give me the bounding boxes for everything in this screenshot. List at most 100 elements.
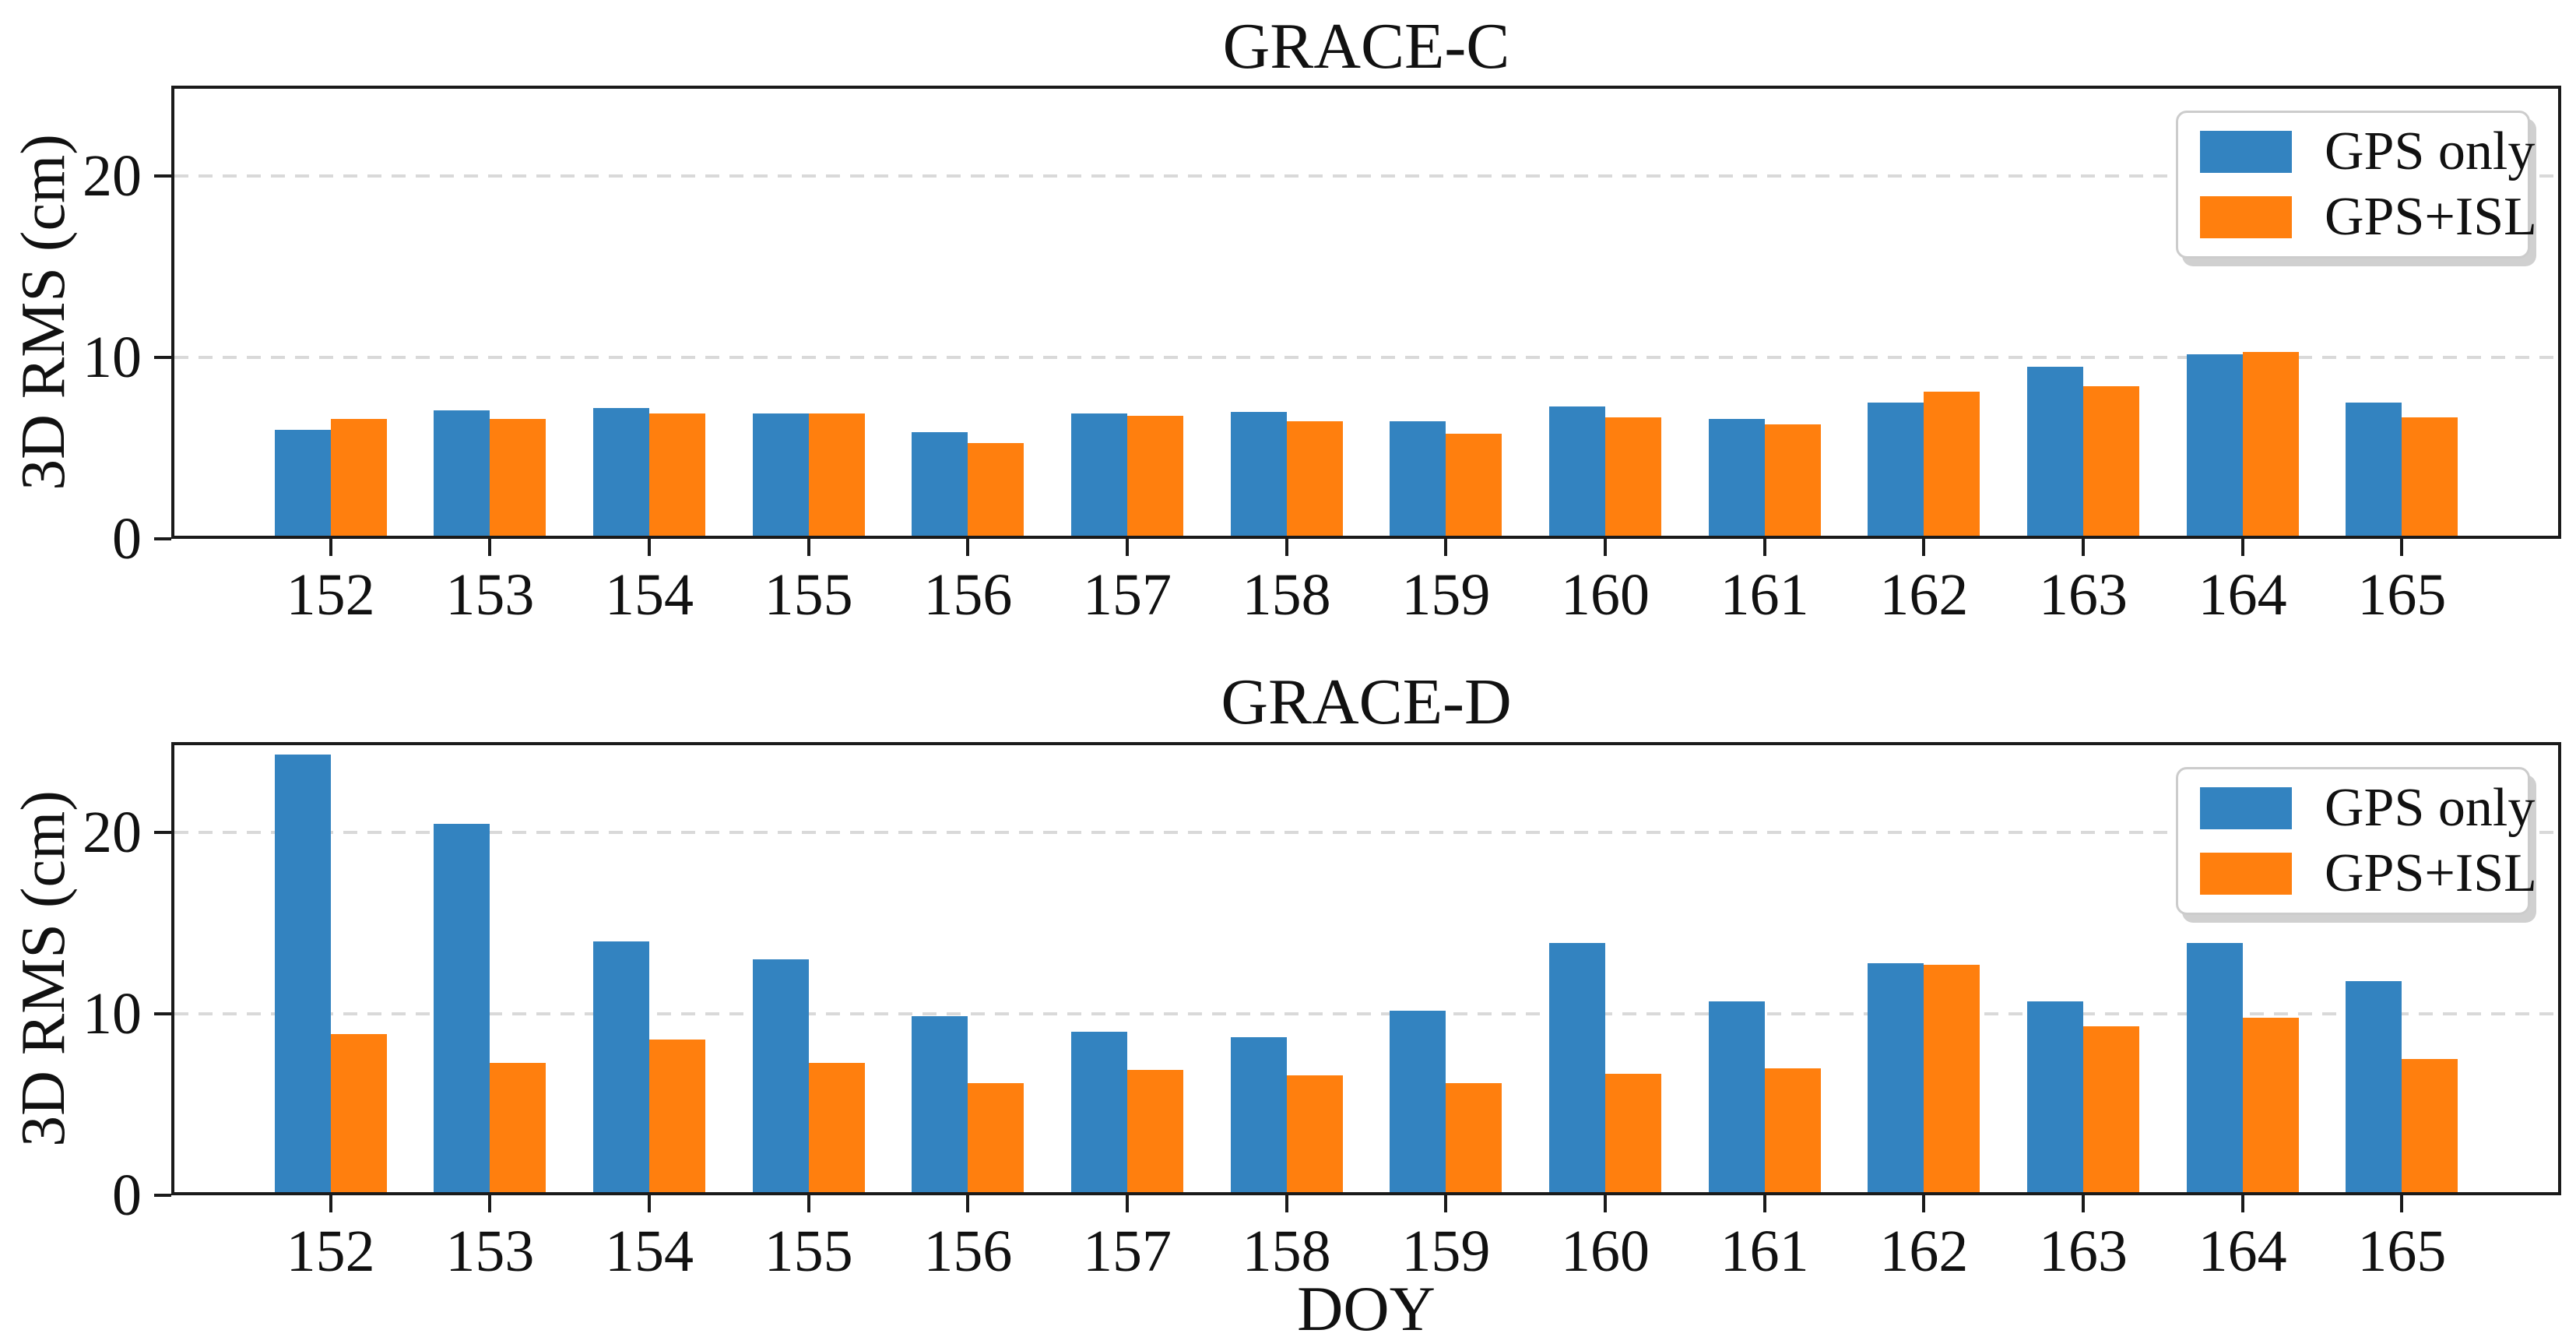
x-tick-label: 159 [1401,1219,1491,1284]
y-tick-label: 20 [83,800,142,866]
bar-gps-isl-163 [2083,386,2139,539]
x-tick-label: 155 [764,562,853,628]
x-tick-label: 156 [923,1219,1013,1284]
bar-gps-only-156 [912,1015,968,1195]
bar-gps-isl-157 [1127,415,1183,539]
x-tick-mark [488,539,492,556]
gridline-10 [174,1012,2558,1016]
x-tick-mark [1126,539,1129,556]
bar-gps-only-161 [1708,419,1765,539]
legend-label: GPS only [2325,777,2536,838]
bar-gps-isl-153 [490,1063,546,1195]
plot-area-grace-c [171,86,2561,539]
bar-gps-isl-165 [2402,1059,2458,1195]
bar-gps-only-165 [2346,403,2402,539]
bar-gps-only-154 [593,941,649,1195]
x-tick-mark [2082,539,2085,556]
x-tick-label: 161 [1720,562,1809,628]
x-tick-label: 164 [2198,1219,2287,1284]
y-tick-mark [154,1012,171,1016]
x-tick-label: 153 [445,1219,535,1284]
legend-label: GPS only [2325,121,2536,181]
x-tick-mark [1284,1195,1288,1212]
x-tick-label: 152 [286,562,375,628]
bar-gps-only-165 [2346,981,2402,1195]
x-tick-mark [2400,539,2404,556]
chart-title-grace-c: GRACE-C [1222,10,1510,83]
bar-gps-only-158 [1230,1037,1287,1195]
x-tick-label: 164 [2198,562,2287,628]
gridline-10 [174,356,2558,360]
x-tick-mark [966,1195,970,1212]
x-tick-label: 165 [2357,1219,2447,1284]
bar-gps-isl-158 [1286,420,1343,539]
plot-area-grace-d [171,742,2561,1195]
x-tick-label: 162 [1879,562,1969,628]
bar-gps-isl-164 [2242,1017,2299,1195]
x-tick-mark [648,1195,651,1212]
legend-label: GPS+ISL [2325,187,2537,248]
bar-gps-only-161 [1708,1001,1765,1195]
bar-gps-isl-162 [1924,965,1980,1195]
bar-gps-only-164 [2186,943,2243,1195]
bar-gps-only-163 [2027,1001,2083,1195]
chart-title-grace-d: GRACE-D [1221,666,1512,738]
bar-gps-isl-155 [808,413,865,539]
legend-swatch-gps-isl [2200,196,2292,239]
x-tick-mark [1284,539,1288,556]
bar-gps-only-160 [1549,406,1605,539]
bar-gps-only-159 [1390,1010,1446,1195]
legend-item-gps-only: GPS only [2200,780,2535,836]
x-tick-label: 155 [764,1219,853,1284]
bar-gps-isl-159 [1446,1082,1502,1195]
legend-swatch-gps-only [2200,130,2292,173]
y-tick-label: 20 [83,143,142,209]
gridline-20 [174,831,2558,835]
gridline-20 [174,174,2558,178]
legend-item-gps-isl: GPS+ISL [2200,846,2537,901]
x-tick-mark [2240,539,2244,556]
bar-gps-isl-154 [649,413,705,539]
x-tick-mark [488,1195,492,1212]
bar-gps-isl-152 [330,419,387,539]
x-tick-mark [1762,539,1766,556]
x-tick-label: 160 [1561,1219,1650,1284]
x-tick-label: 157 [1083,562,1172,628]
y-tick-label: 0 [112,506,142,572]
bar-gps-isl-163 [2083,1026,2139,1195]
y-tick-mark [154,831,171,835]
x-tick-label: 154 [605,562,694,628]
bar-gps-isl-153 [490,419,546,539]
x-tick-label: 160 [1561,562,1650,628]
x-axis-label-doy: DOY [1297,1273,1436,1344]
legend-swatch-gps-isl [2200,853,2292,895]
legend-item-gps-only: GPS only [2200,124,2535,179]
x-tick-mark [2400,1195,2404,1212]
bar-gps-only-164 [2186,354,2243,539]
bar-gps-isl-164 [2242,352,2299,539]
x-tick-label: 154 [605,1219,694,1284]
x-tick-mark [329,539,332,556]
bar-gps-isl-158 [1286,1075,1343,1195]
bar-gps-isl-154 [649,1039,705,1195]
bar-gps-only-162 [1868,403,1924,539]
x-tick-label: 165 [2357,562,2447,628]
bar-gps-only-155 [752,413,809,539]
bar-gps-only-157 [1071,413,1127,539]
legend-label: GPS+ISL [2325,843,2537,904]
y-tick-label: 10 [83,981,142,1047]
bar-gps-isl-159 [1446,433,1502,539]
x-tick-mark [2240,1195,2244,1212]
x-tick-label: 156 [923,562,1013,628]
x-tick-label: 158 [1242,1219,1331,1284]
bar-gps-isl-161 [1764,424,1821,539]
x-tick-label: 153 [445,562,535,628]
x-tick-label: 158 [1242,562,1331,628]
bar-gps-isl-156 [968,442,1024,539]
bar-gps-only-153 [434,410,490,539]
legend: GPS only GPS+ISL [2176,111,2537,259]
x-tick-mark [1604,1195,1607,1212]
y-tick-mark [154,174,171,178]
x-tick-mark [1762,1195,1766,1212]
